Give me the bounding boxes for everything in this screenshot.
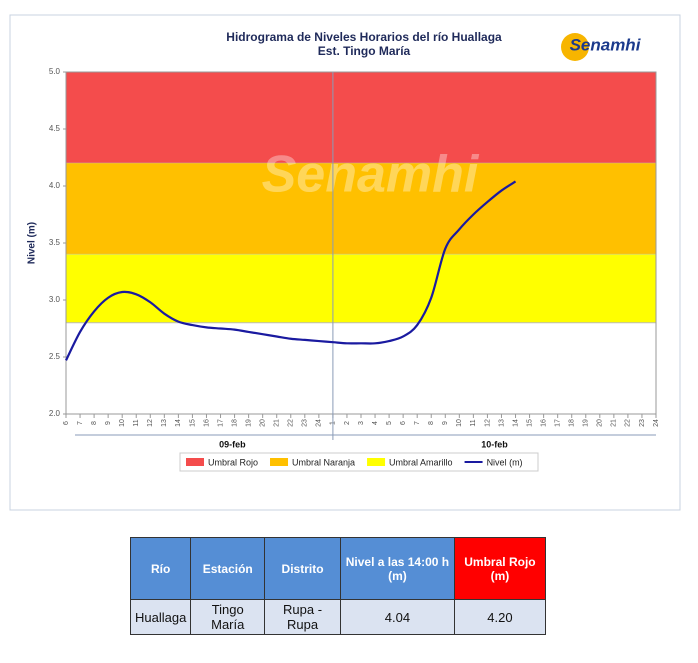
y-tick-label: 4.5 xyxy=(49,124,61,133)
group-label: 10-feb xyxy=(481,439,508,449)
series-line xyxy=(65,180,517,361)
header-cell: Distrito xyxy=(264,537,341,600)
threshold-band xyxy=(66,163,656,255)
x-tick-label: 22 xyxy=(288,419,295,427)
legend-label: Nivel (m) xyxy=(487,457,523,467)
y-tick-label: 3.5 xyxy=(49,238,61,247)
x-tick-label: 13 xyxy=(498,419,505,427)
x-tick-label: 15 xyxy=(526,419,533,427)
x-tick-label: 9 xyxy=(105,421,112,425)
x-tick-label: 19 xyxy=(245,419,252,427)
x-tick-label: 21 xyxy=(611,419,618,427)
x-tick-label: 23 xyxy=(639,419,646,427)
header-cell: Estación xyxy=(190,537,266,600)
legend-swatch xyxy=(270,458,289,466)
x-tick-label: 7 xyxy=(414,421,421,425)
cell: Huallaga xyxy=(129,599,192,635)
group-label: 09-feb xyxy=(219,439,246,449)
chart-title: Hidrograma de Niveles Horarios del río H… xyxy=(226,30,502,44)
x-tick-label: 20 xyxy=(597,419,604,427)
x-tick-label: 16 xyxy=(203,419,210,427)
data-table: Río Estación Distrito Nivel a las 14:00 … xyxy=(129,537,547,635)
x-tick-label: 20 xyxy=(260,419,267,427)
x-tick-label: 15 xyxy=(189,419,196,427)
x-tick-label: 18 xyxy=(569,419,576,427)
x-tick-label: 19 xyxy=(583,419,590,427)
legend-swatch xyxy=(367,458,386,466)
x-tick-label: 23 xyxy=(302,419,309,427)
x-tick-label: 16 xyxy=(540,419,547,427)
threshold-band xyxy=(66,72,656,164)
x-tick-label: 8 xyxy=(91,421,98,425)
x-tick-label: 5 xyxy=(386,421,393,425)
x-tick-label: 24 xyxy=(653,419,660,427)
x-tick-label: 7 xyxy=(77,421,84,425)
x-tick-label: 17 xyxy=(555,419,562,427)
x-tick-label: 24 xyxy=(316,419,323,427)
chart-subtitle: Est. Tingo María xyxy=(318,44,411,58)
x-tick-label: 3 xyxy=(358,421,365,425)
chart: Hidrograma de Niveles Horarios del río H… xyxy=(9,14,681,511)
x-tick-label: 14 xyxy=(175,419,182,427)
legend-box xyxy=(179,452,539,472)
cell: Tingo María xyxy=(190,599,266,635)
legend: Umbral Rojo Umbral Naranja Umbral Amarillo… xyxy=(179,452,539,472)
legend-label: Umbral Rojo xyxy=(208,457,258,467)
cell: 4.04 xyxy=(339,599,455,635)
x-tick-label: 4 xyxy=(372,421,379,425)
x-tick-label: 8 xyxy=(428,421,435,425)
x-tick-label: 13 xyxy=(161,419,168,427)
y-axis-label: Nivel (m) xyxy=(27,222,38,264)
y-tick-label: 4.0 xyxy=(49,181,61,190)
x-tick-label: 14 xyxy=(512,419,519,427)
x-tick-label: 12 xyxy=(147,419,154,427)
x-tick-label: 18 xyxy=(231,419,238,427)
table-header: Río Estación Distrito Nivel a las 14:00 … xyxy=(129,537,547,600)
y-tick-label: 5.0 xyxy=(49,67,61,76)
y-tick-label: 2.0 xyxy=(49,409,61,418)
legend-label: Umbral Amarillo xyxy=(389,457,453,467)
y-tick-label: 3.0 xyxy=(49,295,61,304)
x-tick-label: 12 xyxy=(484,419,491,427)
cell: 4.20 xyxy=(453,599,547,635)
watermark: Senamhi xyxy=(262,146,480,204)
x-tick-label: 10 xyxy=(119,419,126,427)
x-tick-label: 9 xyxy=(442,421,449,425)
x-tick-label: 6 xyxy=(63,421,70,425)
x-tick-label: 10 xyxy=(456,419,463,427)
threshold-band xyxy=(66,254,656,323)
table-row: Huallaga Tingo María Rupa - Rupa 4.04 4.… xyxy=(129,599,547,635)
x-tick-label: 22 xyxy=(625,419,632,427)
legend-label: Umbral Naranja xyxy=(292,457,355,467)
logo: Senamhi xyxy=(570,35,642,54)
x-tick-label: 6 xyxy=(400,421,407,425)
cell: Rupa - Rupa xyxy=(264,599,341,635)
header-cell: Nivel a las 14:00 h (m) xyxy=(339,537,455,600)
y-tick-label: 2.5 xyxy=(49,352,61,361)
x-tick-label: 11 xyxy=(470,419,477,426)
header-cell: Umbral Rojo (m) xyxy=(453,537,547,600)
logo-sun xyxy=(561,33,589,61)
legend-swatch xyxy=(186,458,204,466)
header-cell: Río xyxy=(129,537,192,600)
x-tick-label: 2 xyxy=(344,421,351,425)
x-tick-label: 21 xyxy=(274,419,281,427)
x-tick-label: 17 xyxy=(217,419,224,427)
x-tick-label: 11 xyxy=(133,419,140,426)
